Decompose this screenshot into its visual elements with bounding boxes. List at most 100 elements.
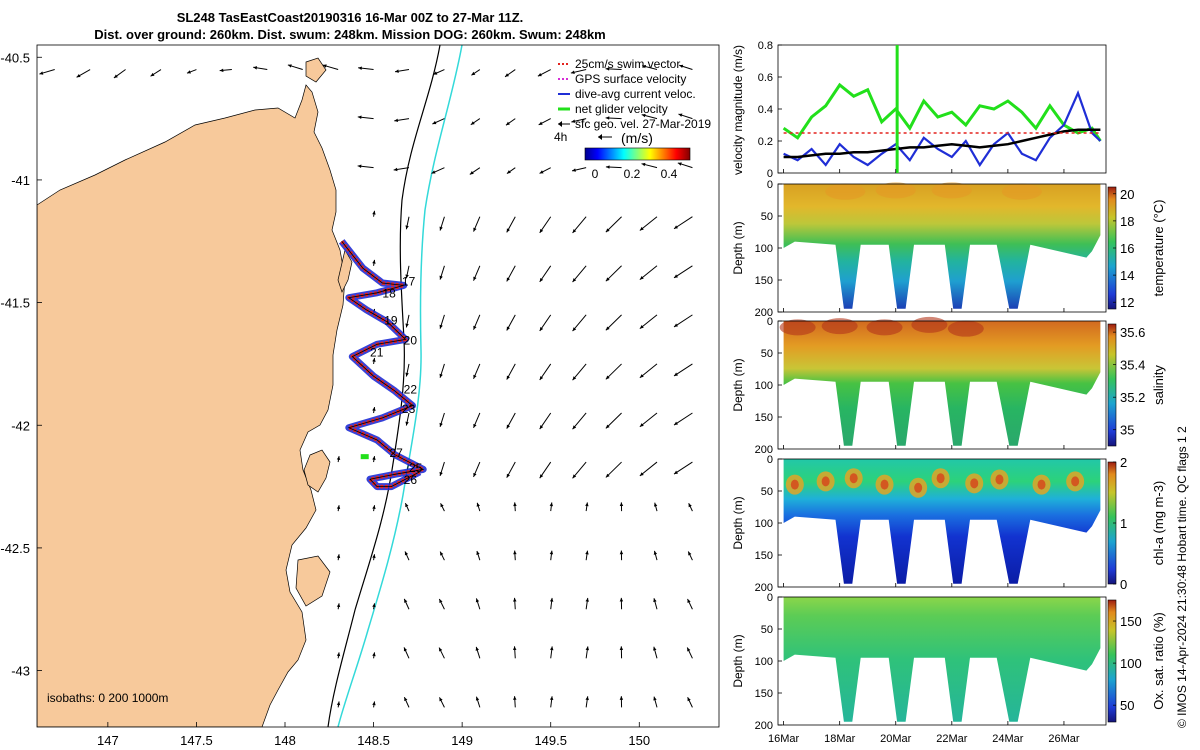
salinity-patch bbox=[866, 319, 903, 336]
current-arrowhead bbox=[537, 72, 542, 77]
velocity-y-tick-label: 0 bbox=[767, 168, 773, 180]
salinity-patch bbox=[947, 320, 984, 337]
current-arrowhead bbox=[322, 64, 327, 68]
current-arrow bbox=[673, 314, 693, 328]
day-label: 18 bbox=[382, 287, 396, 301]
temperature-patch bbox=[875, 182, 916, 199]
current-arrowhead bbox=[372, 259, 376, 264]
current-arrowhead bbox=[677, 162, 682, 166]
current-arrowhead bbox=[539, 327, 544, 331]
current-arrow bbox=[673, 412, 693, 426]
day-label: 20 bbox=[404, 333, 418, 347]
velocity-y-tick-label: 0.8 bbox=[758, 40, 773, 52]
time-tick-label: 18Mar bbox=[824, 733, 856, 745]
colorbar-units-label: Ox. sat. ratio (%) bbox=[1151, 612, 1166, 710]
depth-tick-label: 150 bbox=[755, 412, 773, 424]
depth-tick-label: 100 bbox=[755, 380, 773, 392]
current-arrow bbox=[639, 265, 658, 280]
time-tick-label: 22Mar bbox=[936, 733, 968, 745]
current-arrowhead bbox=[439, 697, 443, 702]
current-arrowhead bbox=[619, 597, 624, 602]
current-arrowhead bbox=[405, 421, 409, 426]
current-arrowhead bbox=[505, 121, 510, 126]
velocity-series-line bbox=[783, 90, 1102, 168]
current-arrowhead bbox=[674, 470, 678, 475]
current-arrowhead bbox=[439, 324, 443, 329]
colorbar-tick-label: 150 bbox=[1120, 614, 1142, 629]
current-arrowhead bbox=[336, 554, 341, 559]
map-y-tick-label: -40.5 bbox=[0, 50, 30, 65]
map-x-tick-label: 147.5 bbox=[180, 733, 213, 748]
map-y-tick-label: -43 bbox=[11, 664, 30, 679]
current-arrowhead bbox=[539, 228, 544, 233]
time-tick-label: 24Mar bbox=[992, 733, 1024, 745]
depth-tick-label: 200 bbox=[755, 307, 773, 319]
tasmania-land bbox=[37, 84, 346, 727]
current-arrowhead bbox=[432, 120, 437, 125]
current-arrow bbox=[605, 314, 622, 331]
current-arrowhead bbox=[394, 118, 399, 123]
velocity-y-tick-label: 0.2 bbox=[758, 136, 773, 148]
current-arrowhead bbox=[358, 66, 362, 70]
legend-dive-current: dive-avg current veloc. bbox=[575, 87, 696, 101]
map-colorbar-units: (m/s) bbox=[621, 130, 653, 146]
current-arrowhead bbox=[619, 646, 624, 650]
current-arrow bbox=[605, 216, 622, 233]
current-arrowhead bbox=[476, 551, 480, 555]
current-arrow bbox=[639, 363, 658, 379]
current-arrowhead bbox=[336, 652, 341, 657]
map-x-tick-label: 147 bbox=[97, 733, 119, 748]
profile-panel-chla: 0 50 100 150 200 Depth (m) 0 1 2 chl-a (mg m-3) bbox=[731, 454, 1166, 594]
current-arrowhead bbox=[219, 68, 224, 73]
current-arrowhead bbox=[641, 113, 646, 118]
colorbar-units-label: temperature (°C) bbox=[1151, 200, 1166, 297]
current-arrowhead bbox=[336, 603, 341, 608]
depth-axis-label: Depth (m) bbox=[731, 358, 745, 411]
current-arrowhead bbox=[674, 225, 678, 229]
velocity-series bbox=[782, 45, 1102, 173]
scale-arrowhead bbox=[598, 134, 602, 140]
profile-field bbox=[783, 597, 1101, 722]
current-arrow bbox=[639, 216, 658, 231]
chla-patch-core bbox=[1071, 476, 1080, 487]
current-arrowhead bbox=[585, 550, 589, 555]
isobath-label: isobaths: 0 200 1000m bbox=[47, 691, 168, 705]
colorbar-tick-label: 2 bbox=[1120, 455, 1127, 470]
depth-tick-label: 50 bbox=[761, 624, 773, 636]
depth-tick-label: 0 bbox=[767, 454, 773, 466]
depth-tick-label: 0 bbox=[767, 179, 773, 191]
current-arrowhead bbox=[440, 551, 444, 556]
current-arrowhead bbox=[639, 325, 644, 329]
chla-patch-core bbox=[821, 476, 830, 487]
current-arrowhead bbox=[653, 598, 657, 603]
current-arrowhead bbox=[404, 551, 409, 556]
salinity-patch bbox=[911, 316, 948, 333]
colorbar-tick-label: 0 bbox=[1120, 577, 1127, 592]
current-arrowhead bbox=[473, 472, 477, 477]
current-arrowhead bbox=[505, 73, 509, 77]
current-arrowhead bbox=[539, 376, 544, 381]
current-arrow bbox=[673, 461, 693, 475]
depth-tick-label: 150 bbox=[755, 275, 773, 287]
map-x-tick-label: 148 bbox=[274, 733, 296, 748]
isobath-1000m bbox=[337, 45, 463, 727]
depth-tick-label: 0 bbox=[767, 592, 773, 604]
maria-island bbox=[303, 449, 331, 493]
colorbar-tick-label: 35.6 bbox=[1120, 325, 1145, 340]
current-arrowhead bbox=[439, 422, 443, 427]
current-arrowhead bbox=[405, 323, 409, 328]
map-colorbar-tick-0: 0 bbox=[592, 167, 599, 181]
current-arrowhead bbox=[336, 701, 341, 706]
current-arrowhead bbox=[653, 550, 658, 555]
current-arrowhead bbox=[549, 502, 554, 507]
colorbar-tick-label: 14 bbox=[1120, 268, 1134, 283]
colorbar-tick-label: 16 bbox=[1120, 241, 1134, 256]
temperature-patch bbox=[825, 183, 866, 200]
current-arrowhead bbox=[405, 372, 409, 377]
current-arrowhead bbox=[506, 170, 511, 174]
colorbar-tick-label: 35 bbox=[1120, 423, 1134, 438]
current-arrowhead bbox=[506, 277, 510, 282]
current-arrowhead bbox=[475, 598, 480, 603]
